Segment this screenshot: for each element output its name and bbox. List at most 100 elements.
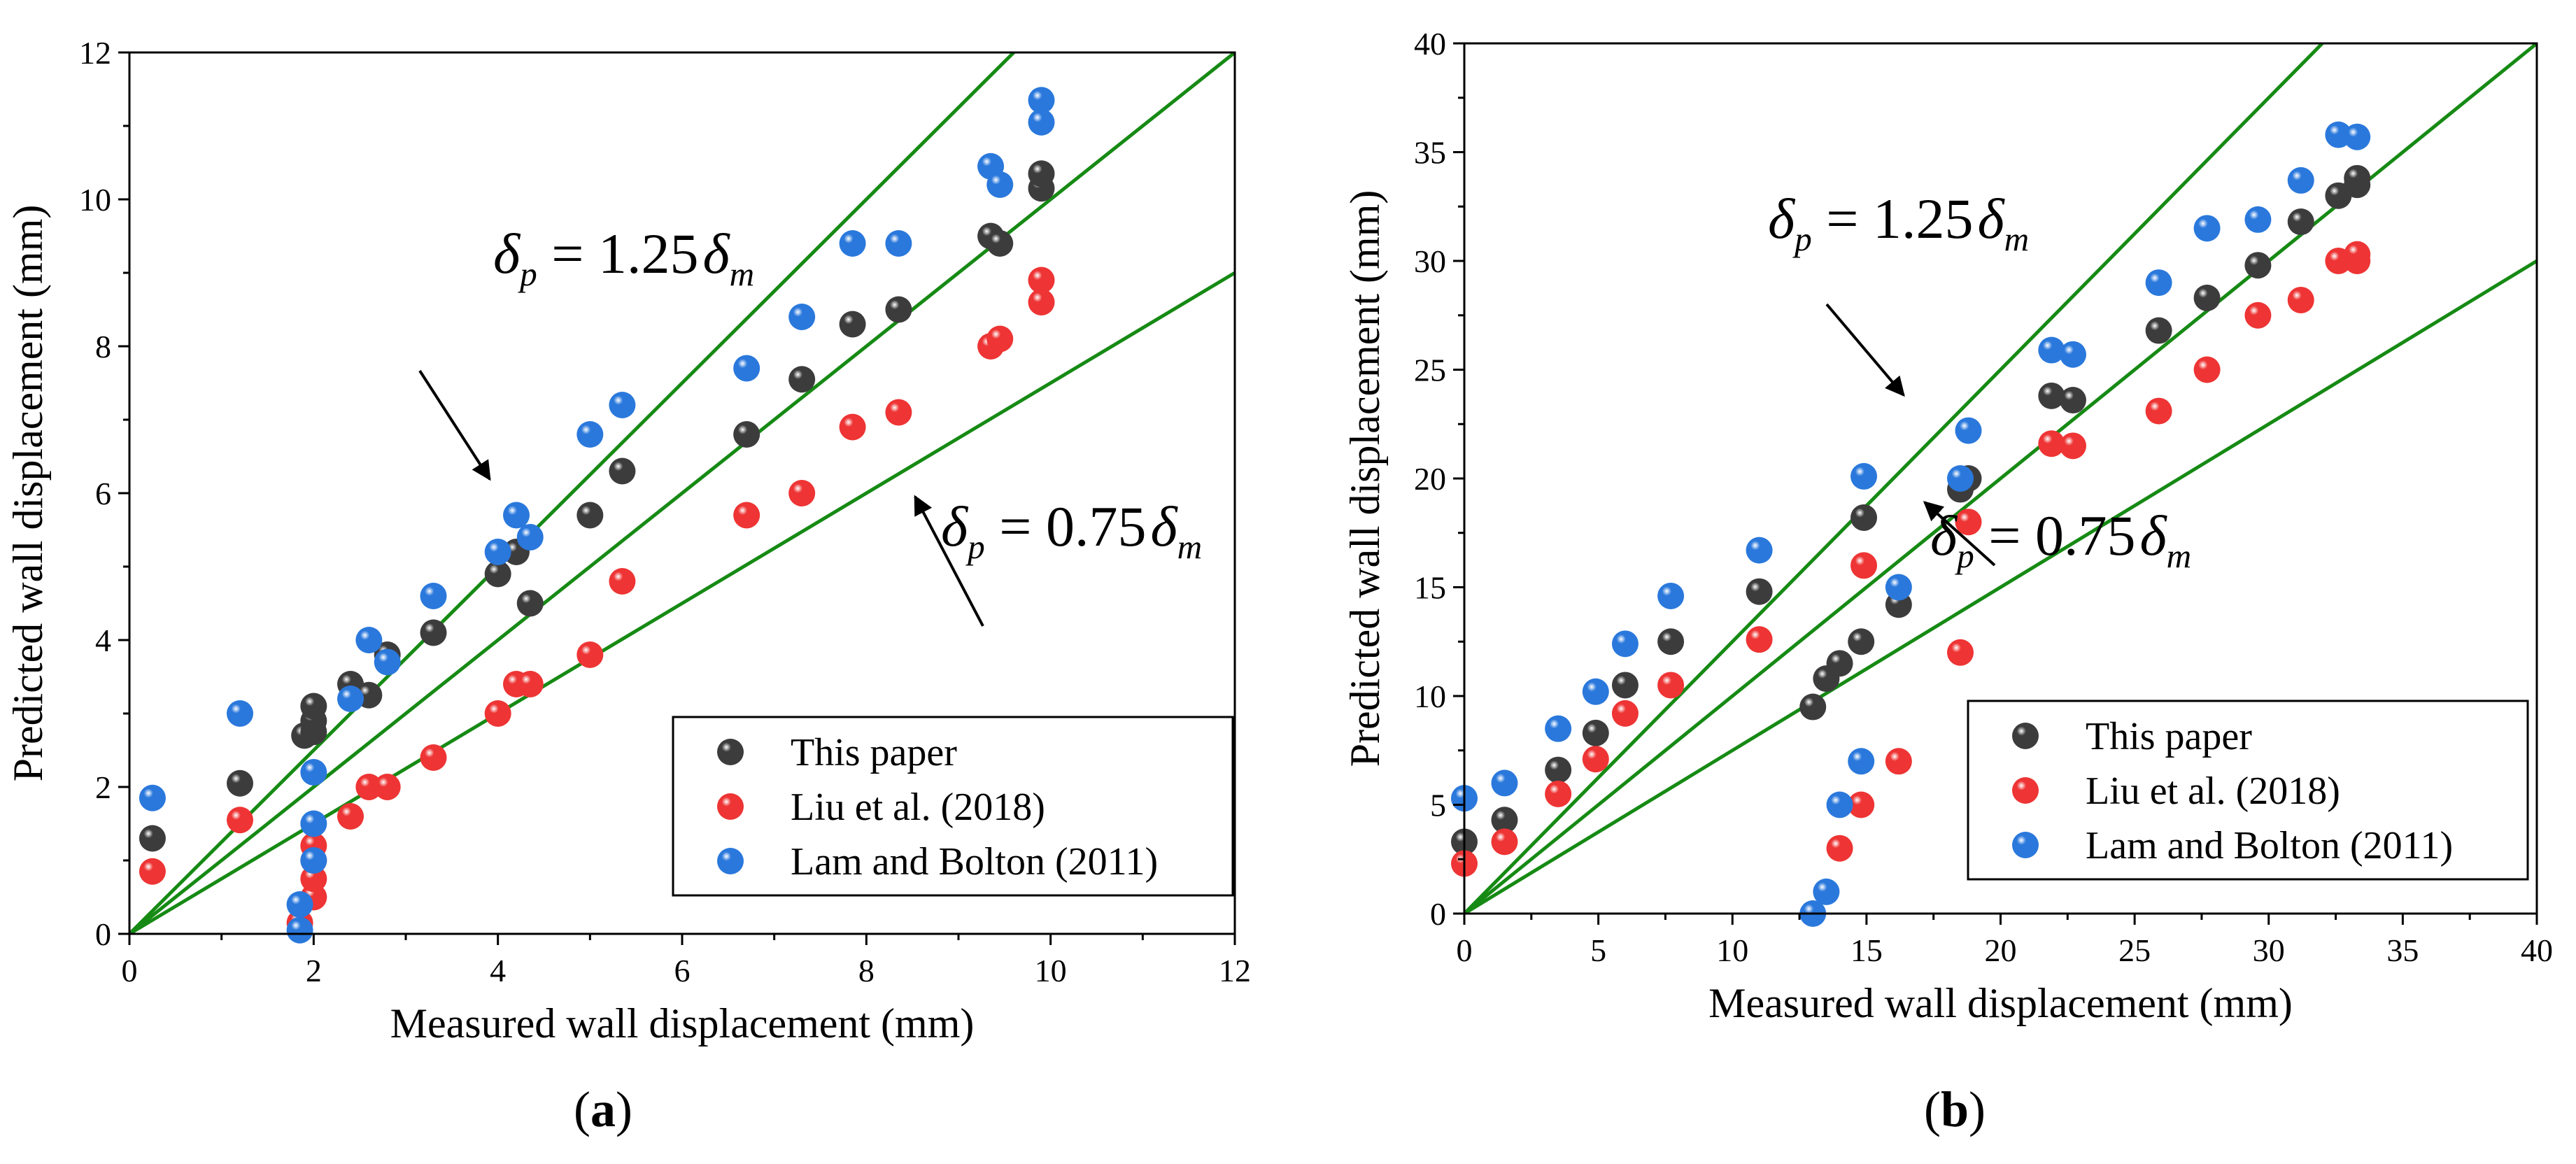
reference-line-slope-0_75 (1464, 259, 2537, 914)
data-point (885, 230, 912, 257)
data-point (1491, 828, 1518, 856)
data-point (1850, 552, 1878, 579)
data-point (300, 847, 327, 874)
data-point (1746, 578, 1773, 605)
data-point (2059, 387, 2086, 414)
x-tick-label: 15 (1850, 932, 1883, 968)
x-axis-title: Measured wall displacement (mm) (390, 1000, 975, 1046)
legend-marker (717, 793, 744, 820)
y-tick-label: 0 (1430, 896, 1446, 932)
data-point (227, 769, 253, 797)
data-point (337, 686, 364, 712)
data-point (2059, 341, 2086, 368)
data-point (516, 590, 544, 617)
x-tick-label: 35 (2386, 932, 2419, 968)
data-point (733, 421, 760, 448)
data-point (1885, 574, 1912, 601)
data-point (2145, 269, 2172, 297)
y-axis-title: Predicted wall displacement (mm) (1342, 190, 1388, 767)
data-point (1826, 835, 1853, 862)
data-point (839, 311, 866, 338)
data-point (1955, 509, 1982, 536)
data-point (484, 539, 511, 565)
annotation-0: δp = 1.25δm (1768, 187, 2029, 258)
data-point (1028, 289, 1055, 315)
data-point (484, 700, 511, 727)
data-point (2287, 286, 2314, 313)
data-point (139, 858, 166, 885)
legend: This paper Liu et al. (2018) Lam and Bolto… (672, 716, 1234, 897)
data-point (1826, 650, 1853, 677)
data-point (1955, 417, 1982, 444)
annotation-arrow-0 (418, 369, 491, 481)
x-tick-label: 10 (1035, 953, 1067, 988)
data-point (300, 865, 327, 893)
data-point (1885, 748, 1912, 775)
data-point (576, 641, 604, 668)
data-point (374, 774, 401, 800)
data-point (1582, 678, 1609, 705)
legend-marker (2012, 777, 2039, 804)
chart-panel-b: 0 5 10 15 20 25 30 35 40 0 5 10 15 20 25 30 35 40 Measured… (1342, 26, 2553, 1026)
data-point (1813, 878, 1840, 905)
data-point (2287, 166, 2314, 194)
panel-label-b: (b) (1924, 1081, 1986, 1137)
x-tick-label: 12 (1219, 953, 1251, 988)
y-tick-label: 35 (1414, 135, 1446, 171)
chart-panel-a: 0 2 4 6 8 10 12 0 2 4 6 8 10 12 Measured wall displace… (5, 35, 1251, 1046)
legend-marker (717, 848, 744, 874)
data-point (227, 807, 253, 834)
data-point (1947, 639, 1974, 666)
data-point (1028, 108, 1055, 136)
data-point (733, 502, 760, 529)
data-point (1545, 780, 1572, 807)
series-2-points (139, 87, 1055, 944)
data-point (139, 784, 166, 811)
data-point (576, 502, 604, 529)
data-point (300, 810, 327, 837)
x-tick-label: 5 (1590, 932, 1606, 968)
data-point (484, 560, 511, 588)
series-2-points (1451, 121, 2371, 927)
data-point (2287, 208, 2314, 236)
data-point (2038, 382, 2065, 409)
y-tick-label: 30 (1414, 243, 1446, 279)
annotation-1: δp = 0.75δm (941, 495, 1202, 566)
data-point (609, 392, 636, 418)
data-point (1611, 630, 1639, 658)
x-tick-label: 6 (674, 953, 691, 988)
legend: This paper Liu et al. (2018) Lam and Bolto… (1967, 700, 2529, 881)
data-point (1746, 537, 1773, 564)
reference-line-slope-1 (129, 52, 1235, 934)
panel-label-a: (a) (574, 1081, 632, 1137)
data-point (1826, 791, 1853, 818)
data-point (733, 355, 760, 382)
x-tick-label: 0 (122, 953, 138, 988)
legend-marker (2012, 723, 2039, 749)
data-point (516, 671, 544, 697)
data-point (1850, 462, 1878, 490)
data-point (1746, 626, 1773, 653)
data-point (839, 413, 866, 441)
legend-label: Liu et al. (2018) (2086, 769, 2340, 813)
x-tick-label: 4 (490, 953, 506, 988)
data-point (503, 502, 530, 529)
x-tick-label: 40 (2521, 932, 2553, 968)
data-point (839, 230, 866, 257)
data-point (2344, 123, 2371, 150)
data-point (1491, 807, 1518, 834)
data-point (609, 568, 636, 595)
y-tick-label: 40 (1414, 26, 1446, 62)
data-point (2038, 430, 2065, 457)
x-tick-label: 2 (306, 953, 322, 988)
y-tick-label: 10 (1414, 679, 1446, 714)
legend-label: Lam and Bolton (2011) (791, 840, 1158, 883)
data-point (1657, 582, 1685, 609)
data-point (788, 304, 816, 330)
data-point (516, 524, 544, 551)
data-point (1545, 715, 1572, 742)
data-point (2145, 317, 2172, 344)
data-point (2193, 215, 2221, 242)
data-point (1611, 700, 1639, 727)
